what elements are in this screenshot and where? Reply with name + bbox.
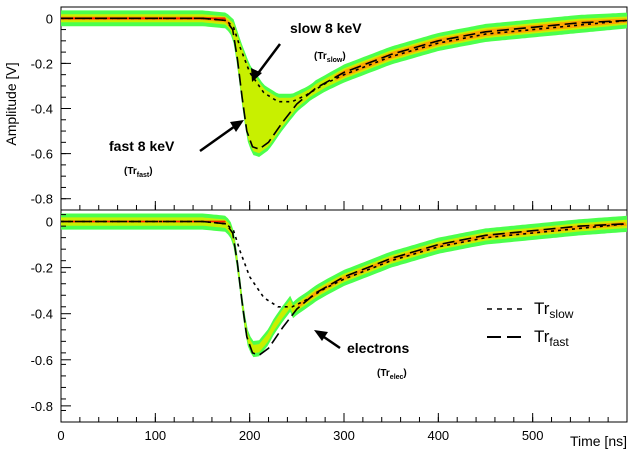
annotation-slow-label: slow 8 keV	[290, 20, 362, 36]
annotation-fast: fast 8 keV (Trfast)	[109, 120, 244, 179]
top-panel: 0 -0.2 -0.4 -0.6 -0.8 Amplitude [V] slow 8 k…	[3, 6, 628, 211]
x-tick-label: 200	[239, 428, 261, 443]
x-tick-label: 500	[522, 428, 544, 443]
bottom-axis-ticks	[60, 214, 609, 423]
x-tick-label: 400	[427, 428, 449, 443]
x-axis-title: Time [ns]	[570, 433, 627, 449]
annotation-electrons-label: electrons	[347, 340, 409, 356]
legend-slow-label: Trslow	[534, 299, 574, 321]
y-axis-title: Amplitude [V]	[3, 62, 19, 145]
annotation-slow: slow 8 keV (Trslow)	[251, 20, 362, 82]
band-outer	[61, 213, 627, 358]
top-axis-ticks	[60, 6, 609, 211]
band-core-left	[61, 16, 231, 29]
annotation-fast-label: fast 8 keV	[109, 138, 175, 154]
y-tick-label: 0	[46, 11, 53, 26]
x-tick-label: 0	[57, 428, 64, 443]
y-tick-label: -0.6	[31, 147, 53, 162]
annotation-slow-arrowhead	[251, 68, 262, 82]
annotation-slow-paren: (Trslow)	[314, 51, 346, 64]
x-tick-labels: 0 100 200 300 400 500	[57, 428, 543, 443]
y-tick-label: 0	[46, 215, 53, 230]
y-tick-label: -0.4	[31, 307, 53, 322]
top-model-lines	[61, 17, 628, 150]
top-plot-frame	[60, 6, 628, 211]
x-tick-label: 100	[144, 428, 166, 443]
annotation-fast-arrowhead	[230, 120, 244, 132]
top-slow-line	[61, 17, 628, 103]
bottom-fast-line	[61, 220, 628, 357]
x-tick-label: 300	[333, 428, 355, 443]
annotation-electrons: electrons (Trelec)	[314, 330, 409, 381]
band-core-right	[296, 221, 627, 308]
legend: Trslow Trfast	[487, 299, 574, 349]
annotation-electrons-arrowhead	[314, 330, 328, 341]
annotation-fast-paren: (Trfast)	[124, 166, 153, 179]
legend-fast-label: Trfast	[534, 327, 569, 349]
bottom-slow-line	[61, 220, 628, 308]
y-tick-label: -0.8	[31, 399, 53, 414]
bottom-panel: 0 -0.2 -0.4 -0.6 -0.8 0 100 200 300 400 500 Time …	[31, 209, 628, 449]
annotation-electrons-paren: (Trelec)	[377, 368, 407, 381]
y-tick-label: -0.6	[31, 353, 53, 368]
y-tick-label: -0.4	[31, 102, 53, 117]
bottom-model-lines	[61, 220, 628, 357]
band-core-right	[334, 18, 627, 81]
top-fast-line	[61, 17, 628, 150]
bottom-y-tick-labels: 0 -0.2 -0.4 -0.6 -0.8	[31, 215, 53, 414]
annotation-slow-arrow	[255, 43, 281, 77]
band-mid	[61, 217, 627, 354]
y-tick-label: -0.8	[31, 192, 53, 207]
y-tick-label: -0.2	[31, 261, 53, 276]
y-tick-label: -0.2	[31, 56, 53, 71]
top-y-tick-labels: 0 -0.2 -0.4 -0.6 -0.8	[31, 11, 53, 206]
annotation-fast-arrow	[199, 122, 239, 153]
